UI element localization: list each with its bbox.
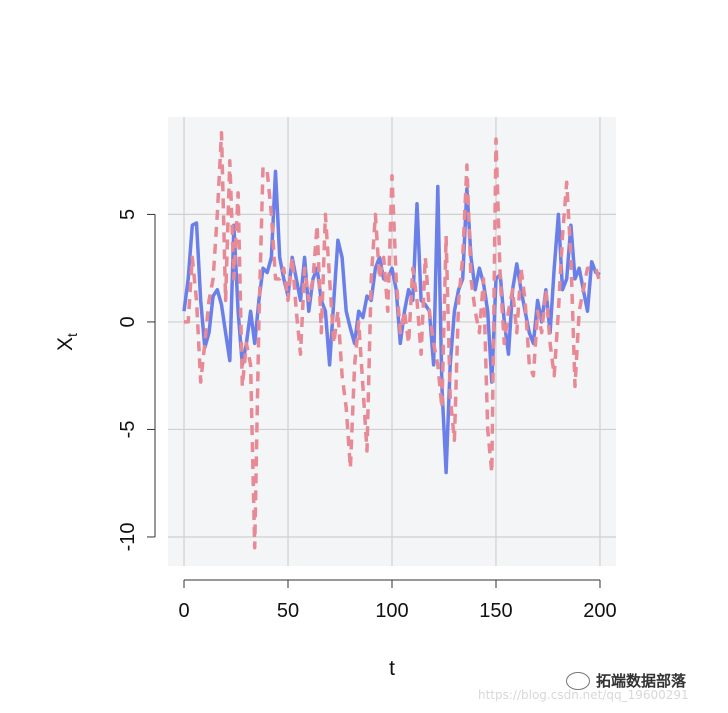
- axes: 0 50 100 150 200 -10 -5 0 5: [117, 209, 617, 622]
- y-tick-label: -10: [117, 523, 139, 552]
- series-line-dashed: [184, 130, 602, 550]
- watermark-brand-text: 拓端数据部落: [596, 672, 687, 690]
- watermark-brand: 拓端数据部落: [566, 670, 686, 691]
- watermark-url: https://blog.csdn.net/qq_19600291: [478, 688, 689, 702]
- y-tick-label: 0: [117, 316, 139, 327]
- y-axis-title: Xt: [54, 333, 80, 351]
- y-tick-label: -5: [117, 421, 139, 439]
- series-group: [182, 130, 602, 550]
- y-axis-title-group: Xt: [54, 333, 80, 351]
- x-tick-label: 200: [583, 600, 616, 622]
- y-axis-title-subscript: t: [64, 333, 80, 337]
- y-tick-label: 5: [117, 209, 139, 220]
- x-tick-label: 0: [178, 600, 189, 622]
- x-tick-label: 100: [375, 600, 408, 622]
- x-axis-title: t: [389, 657, 395, 680]
- x-tick-label: 150: [479, 600, 512, 622]
- series-line-solid: [182, 169, 601, 475]
- x-tick-label: 50: [277, 600, 299, 622]
- wechat-icon: [566, 671, 590, 690]
- y-axis-title-main: X: [54, 337, 77, 351]
